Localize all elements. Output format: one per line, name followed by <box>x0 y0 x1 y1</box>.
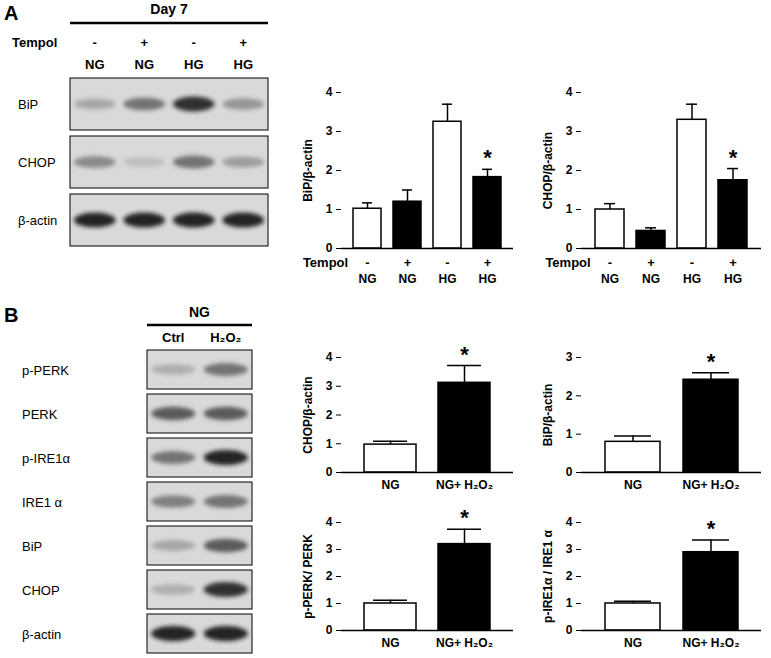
svg-text:2: 2 <box>566 389 573 403</box>
svg-text:Tempol: Tempol <box>545 255 590 270</box>
svg-text:2: 2 <box>566 569 573 583</box>
svg-text:*: * <box>483 145 492 170</box>
svg-text:BiP: BiP <box>22 539 42 554</box>
svg-text:B: B <box>4 304 18 326</box>
svg-text:4: 4 <box>566 515 573 529</box>
svg-text:*: * <box>460 505 469 530</box>
svg-text:*: * <box>729 145 738 170</box>
svg-text:1: 1 <box>326 596 333 610</box>
svg-text:3: 3 <box>566 124 573 138</box>
svg-text:3: 3 <box>326 542 333 556</box>
svg-text:0: 0 <box>326 623 333 637</box>
svg-text:2: 2 <box>326 569 333 583</box>
svg-text:NG: NG <box>399 272 417 286</box>
svg-text:NG: NG <box>642 272 660 286</box>
svg-text:3: 3 <box>566 542 573 556</box>
svg-text:BiP/β-actin: BiP/β-actin <box>301 139 315 202</box>
svg-text:Ctrl: Ctrl <box>162 330 184 345</box>
svg-text:β-actin: β-actin <box>22 627 61 642</box>
svg-text:0: 0 <box>326 465 333 479</box>
svg-text:3: 3 <box>566 350 573 364</box>
svg-text:CHOP/β-actin: CHOP/β-actin <box>541 132 555 209</box>
svg-text:NG: NG <box>624 636 642 650</box>
svg-text:HG: HG <box>439 272 457 286</box>
svg-text:NG: NG <box>359 272 377 286</box>
svg-text:β-actin: β-actin <box>18 213 57 228</box>
svg-text:HG: HG <box>479 272 497 286</box>
svg-text:+: + <box>729 255 737 270</box>
svg-text:CHOP: CHOP <box>22 583 60 598</box>
svg-text:4: 4 <box>326 515 333 529</box>
svg-text:HG: HG <box>683 272 701 286</box>
svg-text:4: 4 <box>566 85 573 99</box>
svg-text:-: - <box>690 255 694 270</box>
svg-text:+: + <box>647 255 655 270</box>
svg-text:NG+ H₂O₂: NG+ H₂O₂ <box>436 636 493 650</box>
svg-text:-: - <box>445 255 449 270</box>
svg-text:CHOP/β-actin: CHOP/β-actin <box>301 376 315 453</box>
svg-text:BiP/β-actin: BiP/β-actin <box>541 384 555 447</box>
svg-text:0: 0 <box>566 623 573 637</box>
svg-text:*: * <box>707 516 716 541</box>
svg-text:HG: HG <box>234 57 254 72</box>
svg-text:0: 0 <box>566 465 573 479</box>
svg-text:p-PERK/ PERK: p-PERK/ PERK <box>301 534 315 619</box>
svg-text:NG: NG <box>382 636 400 650</box>
svg-text:0: 0 <box>566 241 573 255</box>
svg-text:*: * <box>460 342 469 367</box>
svg-text:NG+ H₂O₂: NG+ H₂O₂ <box>436 478 493 492</box>
svg-text:+: + <box>140 35 148 50</box>
svg-text:NG: NG <box>624 478 642 492</box>
svg-text:CHOP: CHOP <box>18 155 56 170</box>
svg-text:-: - <box>93 35 97 50</box>
svg-text:*: * <box>707 349 716 374</box>
svg-text:-: - <box>608 255 612 270</box>
svg-text:p-IRE1α / IRE1 α: p-IRE1α / IRE1 α <box>541 529 555 622</box>
svg-text:1: 1 <box>566 202 573 216</box>
svg-text:A: A <box>4 2 18 24</box>
svg-text:2: 2 <box>326 163 333 177</box>
svg-text:+: + <box>484 255 492 270</box>
svg-text:NG: NG <box>135 57 155 72</box>
svg-text:4: 4 <box>326 85 333 99</box>
svg-text:0: 0 <box>326 241 333 255</box>
svg-text:Tempol: Tempol <box>303 255 348 270</box>
svg-text:HG: HG <box>184 57 204 72</box>
svg-text:4: 4 <box>326 350 333 364</box>
svg-text:NG: NG <box>601 272 619 286</box>
svg-text:1: 1 <box>566 596 573 610</box>
svg-text:Day 7: Day 7 <box>150 1 188 17</box>
svg-text:-: - <box>192 35 196 50</box>
svg-text:p-PERK: p-PERK <box>22 363 69 378</box>
svg-text:HG: HG <box>724 272 742 286</box>
svg-text:-: - <box>365 255 369 270</box>
svg-text:2: 2 <box>326 408 333 422</box>
svg-text:1: 1 <box>326 437 333 451</box>
svg-text:IRE1 α: IRE1 α <box>22 495 63 510</box>
svg-text:BiP: BiP <box>18 97 38 112</box>
svg-text:+: + <box>404 255 412 270</box>
svg-text:+: + <box>239 35 247 50</box>
svg-text:3: 3 <box>326 379 333 393</box>
svg-text:H₂O₂: H₂O₂ <box>210 330 241 345</box>
svg-text:p-IRE1α: p-IRE1α <box>22 451 70 466</box>
svg-text:Tempol: Tempol <box>12 35 57 50</box>
svg-text:NG+ H₂O₂: NG+ H₂O₂ <box>682 478 739 492</box>
svg-text:2: 2 <box>566 163 573 177</box>
svg-text:NG: NG <box>189 304 210 320</box>
svg-text:3: 3 <box>326 124 333 138</box>
svg-text:PERK: PERK <box>22 407 58 422</box>
svg-text:NG: NG <box>382 478 400 492</box>
svg-text:1: 1 <box>326 202 333 216</box>
svg-text:NG: NG <box>85 57 105 72</box>
svg-text:1: 1 <box>566 427 573 441</box>
svg-text:NG+ H₂O₂: NG+ H₂O₂ <box>682 636 739 650</box>
